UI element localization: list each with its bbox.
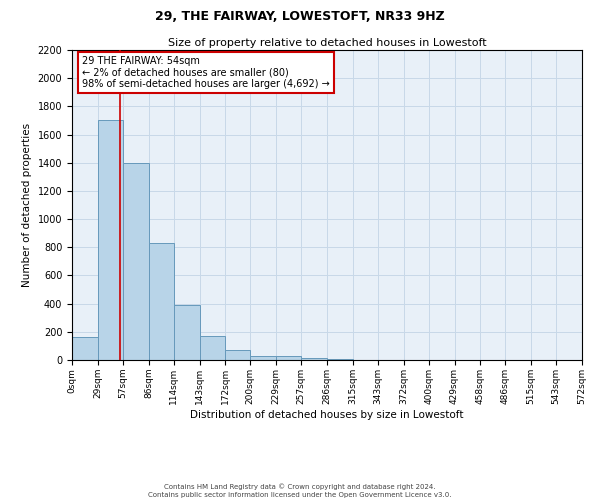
Bar xyxy=(199,336,226,360)
Bar xyxy=(276,356,301,360)
Text: 29 THE FAIRWAY: 54sqm
← 2% of detached houses are smaller (80)
98% of semi-detac: 29 THE FAIRWAY: 54sqm ← 2% of detached h… xyxy=(82,56,330,90)
Bar xyxy=(250,356,276,360)
Text: Contains HM Land Registry data © Crown copyright and database right 2024.
Contai: Contains HM Land Registry data © Crown c… xyxy=(148,484,452,498)
Y-axis label: Number of detached properties: Number of detached properties xyxy=(22,123,32,287)
Bar xyxy=(301,358,327,360)
Bar xyxy=(149,243,173,360)
Text: 29, THE FAIRWAY, LOWESTOFT, NR33 9HZ: 29, THE FAIRWAY, LOWESTOFT, NR33 9HZ xyxy=(155,10,445,23)
Bar xyxy=(226,350,250,360)
Title: Size of property relative to detached houses in Lowestoft: Size of property relative to detached ho… xyxy=(167,38,487,48)
Bar xyxy=(72,338,98,360)
Bar xyxy=(123,162,149,360)
Bar xyxy=(98,120,123,360)
X-axis label: Distribution of detached houses by size in Lowestoft: Distribution of detached houses by size … xyxy=(190,410,464,420)
Bar xyxy=(173,305,199,360)
Bar xyxy=(327,358,353,360)
